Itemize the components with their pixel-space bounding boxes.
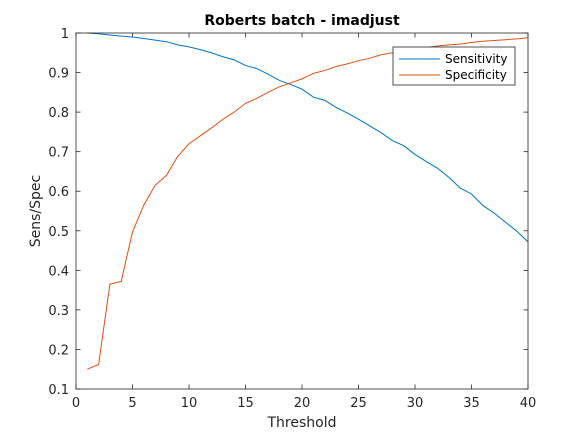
x-tick-label: 40: [520, 396, 537, 411]
series-lines: [87, 32, 529, 370]
y-tick-label: 1: [61, 27, 69, 42]
y-tick-label: 0.3: [48, 304, 69, 319]
y-tick-label: 0.6: [48, 185, 69, 200]
x-tick-label: 20: [294, 396, 311, 411]
y-tick-label: 0.1: [48, 383, 69, 398]
series-line-specificity: [87, 37, 529, 370]
x-tick-label: 30: [407, 396, 424, 411]
legend-label-specificity: Specificity: [445, 68, 507, 82]
y-tick-label: 0.8: [48, 106, 69, 121]
x-axis-label: Threshold: [267, 415, 337, 431]
x-tick-label: 35: [463, 396, 480, 411]
series-line-sensitivity: [87, 32, 529, 243]
plot-area: [76, 33, 528, 389]
x-tick-label: 0: [72, 396, 80, 411]
legend: Sensitivity Specificity: [392, 46, 516, 86]
legend-label-sensitivity: Sensitivity: [445, 52, 507, 66]
y-tick-label: 0.7: [48, 146, 69, 161]
axes-box: [75, 32, 529, 390]
chart-title: Roberts batch - imadjust: [204, 13, 400, 29]
legend-box: [392, 46, 516, 86]
x-axis: 0 5 10 15 20 25 30 35 40: [72, 33, 536, 411]
y-axis-label: Sens/Spec: [28, 175, 44, 247]
y-tick-label: 0.2: [48, 343, 69, 358]
x-tick-label: 10: [181, 396, 198, 411]
y-tick-label: 0.5: [48, 225, 69, 240]
x-tick-label: 5: [128, 396, 136, 411]
x-tick-label: 25: [350, 396, 367, 411]
y-axis: 0.1 0.2 0.3 0.4 0.5 0.6 0.7 0.8 0.9 1: [48, 27, 528, 398]
y-tick-label: 0.9: [48, 67, 69, 82]
x-tick-label: 15: [237, 396, 254, 411]
y-tick-label: 0.4: [48, 264, 69, 279]
